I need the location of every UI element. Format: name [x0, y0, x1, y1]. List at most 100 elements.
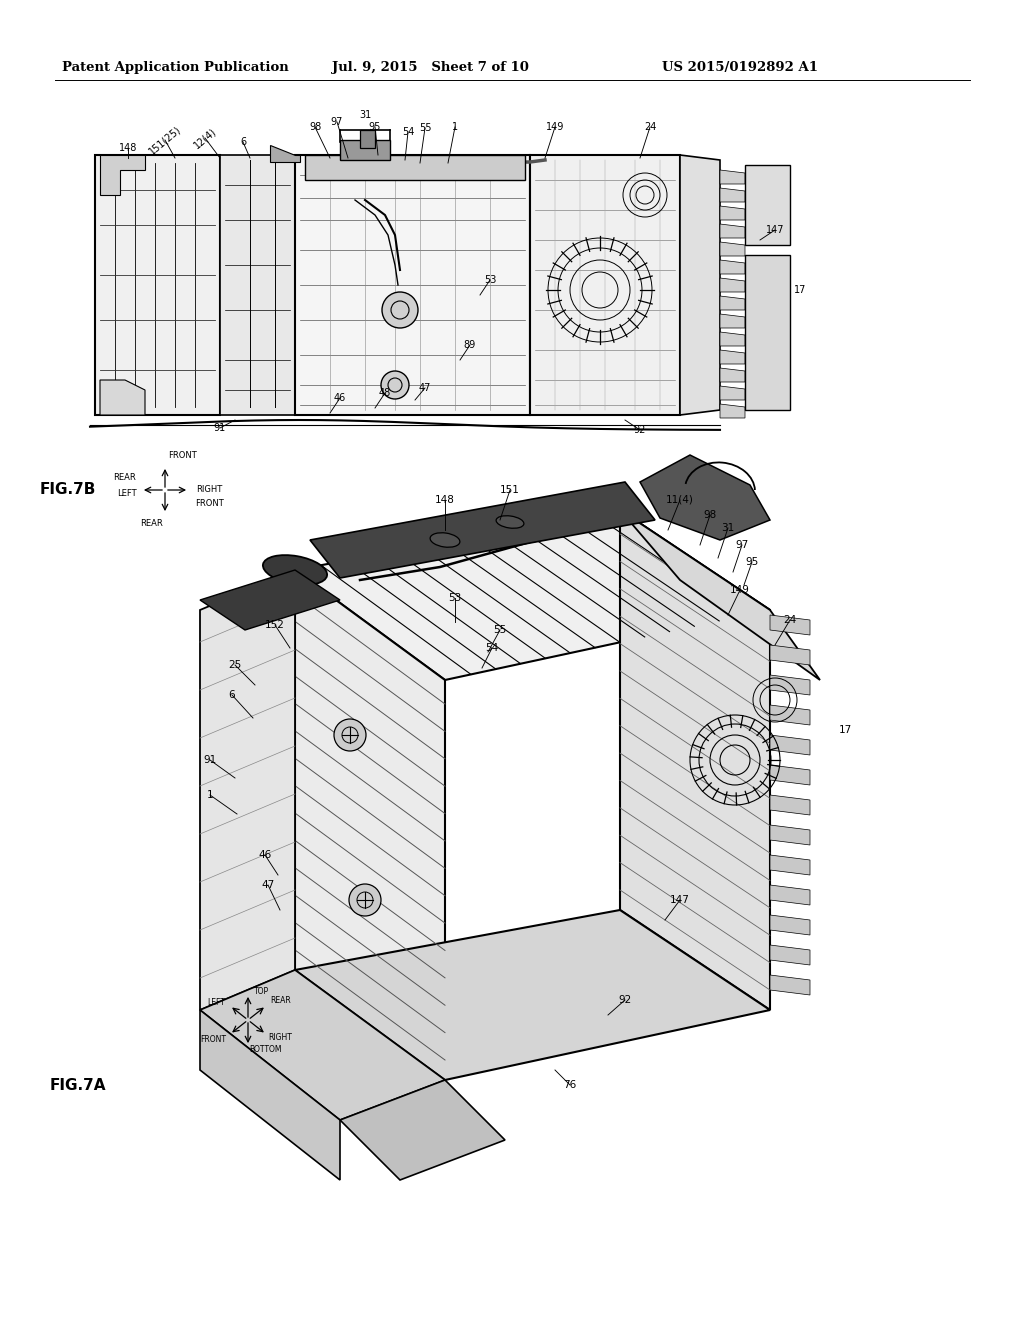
Text: 46: 46 [334, 393, 346, 403]
Text: 25: 25 [228, 660, 242, 671]
Polygon shape [745, 255, 790, 411]
Text: 6: 6 [228, 690, 236, 700]
Polygon shape [720, 296, 745, 310]
Polygon shape [200, 1010, 340, 1180]
Text: 24: 24 [783, 615, 797, 624]
Circle shape [334, 719, 366, 751]
Polygon shape [770, 795, 810, 814]
Polygon shape [200, 970, 445, 1119]
Text: 76: 76 [563, 1080, 577, 1090]
Polygon shape [100, 380, 145, 414]
Text: 91: 91 [204, 755, 217, 766]
Ellipse shape [496, 516, 524, 528]
Polygon shape [720, 404, 745, 418]
Polygon shape [295, 909, 770, 1080]
Text: 17: 17 [839, 725, 852, 735]
Text: 95: 95 [745, 557, 759, 568]
Text: 149: 149 [546, 121, 564, 132]
Polygon shape [720, 385, 745, 400]
Polygon shape [270, 145, 300, 162]
Text: 24: 24 [644, 121, 656, 132]
Text: Jul. 9, 2015   Sheet 7 of 10: Jul. 9, 2015 Sheet 7 of 10 [332, 62, 528, 74]
Polygon shape [340, 1080, 505, 1180]
Text: 152: 152 [265, 620, 285, 630]
Polygon shape [530, 154, 680, 414]
Polygon shape [295, 570, 445, 1080]
Text: US 2015/0192892 A1: US 2015/0192892 A1 [662, 62, 818, 74]
Text: 147: 147 [670, 895, 690, 906]
Text: 91: 91 [214, 422, 226, 433]
Text: 97: 97 [735, 540, 749, 550]
Text: 54: 54 [401, 127, 414, 137]
Polygon shape [720, 333, 745, 346]
Polygon shape [770, 825, 810, 845]
Text: 31: 31 [358, 110, 371, 120]
Polygon shape [770, 735, 810, 755]
Text: 98: 98 [703, 510, 717, 520]
Text: REAR: REAR [140, 520, 163, 528]
Polygon shape [640, 455, 770, 540]
Text: FRONT: FRONT [168, 451, 197, 461]
Text: 98: 98 [309, 121, 322, 132]
Text: 148: 148 [119, 143, 137, 153]
Text: FRONT: FRONT [195, 499, 223, 508]
Text: FRONT: FRONT [200, 1035, 226, 1044]
Polygon shape [720, 314, 745, 327]
Text: 46: 46 [258, 850, 271, 861]
Text: REAR: REAR [114, 474, 136, 483]
Text: BOTTOM: BOTTOM [249, 1044, 282, 1053]
Polygon shape [720, 187, 745, 202]
Text: 89: 89 [464, 341, 476, 350]
Polygon shape [770, 855, 810, 875]
Polygon shape [295, 154, 530, 414]
Polygon shape [720, 170, 745, 183]
Polygon shape [360, 129, 375, 148]
Polygon shape [770, 945, 810, 965]
Polygon shape [200, 570, 340, 630]
Text: 92: 92 [634, 425, 646, 436]
Polygon shape [720, 350, 745, 364]
Text: 148: 148 [435, 495, 455, 506]
Ellipse shape [263, 556, 327, 585]
Text: LEFT: LEFT [117, 488, 137, 498]
Text: 1: 1 [452, 121, 458, 132]
Text: 54: 54 [485, 643, 499, 653]
Text: 151: 151 [500, 484, 520, 495]
Polygon shape [770, 705, 810, 725]
Polygon shape [295, 510, 770, 680]
Text: 55: 55 [419, 123, 431, 133]
Text: 151(25): 151(25) [147, 124, 183, 156]
Text: 6: 6 [240, 137, 246, 147]
Text: 55: 55 [494, 624, 507, 635]
Polygon shape [770, 645, 810, 665]
Text: 12(4): 12(4) [191, 125, 218, 150]
Text: 47: 47 [261, 880, 274, 890]
Text: 92: 92 [618, 995, 632, 1005]
Text: REAR: REAR [270, 997, 291, 1006]
Polygon shape [220, 154, 295, 414]
Text: Patent Application Publication: Patent Application Publication [61, 62, 289, 74]
Polygon shape [720, 368, 745, 381]
Polygon shape [620, 510, 820, 680]
Polygon shape [770, 915, 810, 935]
Text: 53: 53 [483, 275, 497, 285]
Text: 17: 17 [794, 285, 806, 294]
Ellipse shape [430, 533, 460, 548]
Polygon shape [770, 615, 810, 635]
Text: 11(4): 11(4) [666, 495, 694, 506]
Text: FIG.7B: FIG.7B [40, 483, 96, 498]
Polygon shape [745, 165, 790, 246]
Polygon shape [720, 206, 745, 220]
Text: TOP: TOP [254, 986, 269, 995]
Text: FIG.7A: FIG.7A [50, 1077, 106, 1093]
Text: RIGHT: RIGHT [196, 486, 222, 495]
Text: 97: 97 [331, 117, 343, 127]
Polygon shape [95, 154, 220, 414]
Circle shape [349, 884, 381, 916]
Text: 48: 48 [379, 388, 391, 399]
Polygon shape [770, 766, 810, 785]
Polygon shape [720, 260, 745, 275]
Text: 1: 1 [207, 789, 213, 800]
Polygon shape [310, 482, 655, 578]
Polygon shape [720, 279, 745, 292]
